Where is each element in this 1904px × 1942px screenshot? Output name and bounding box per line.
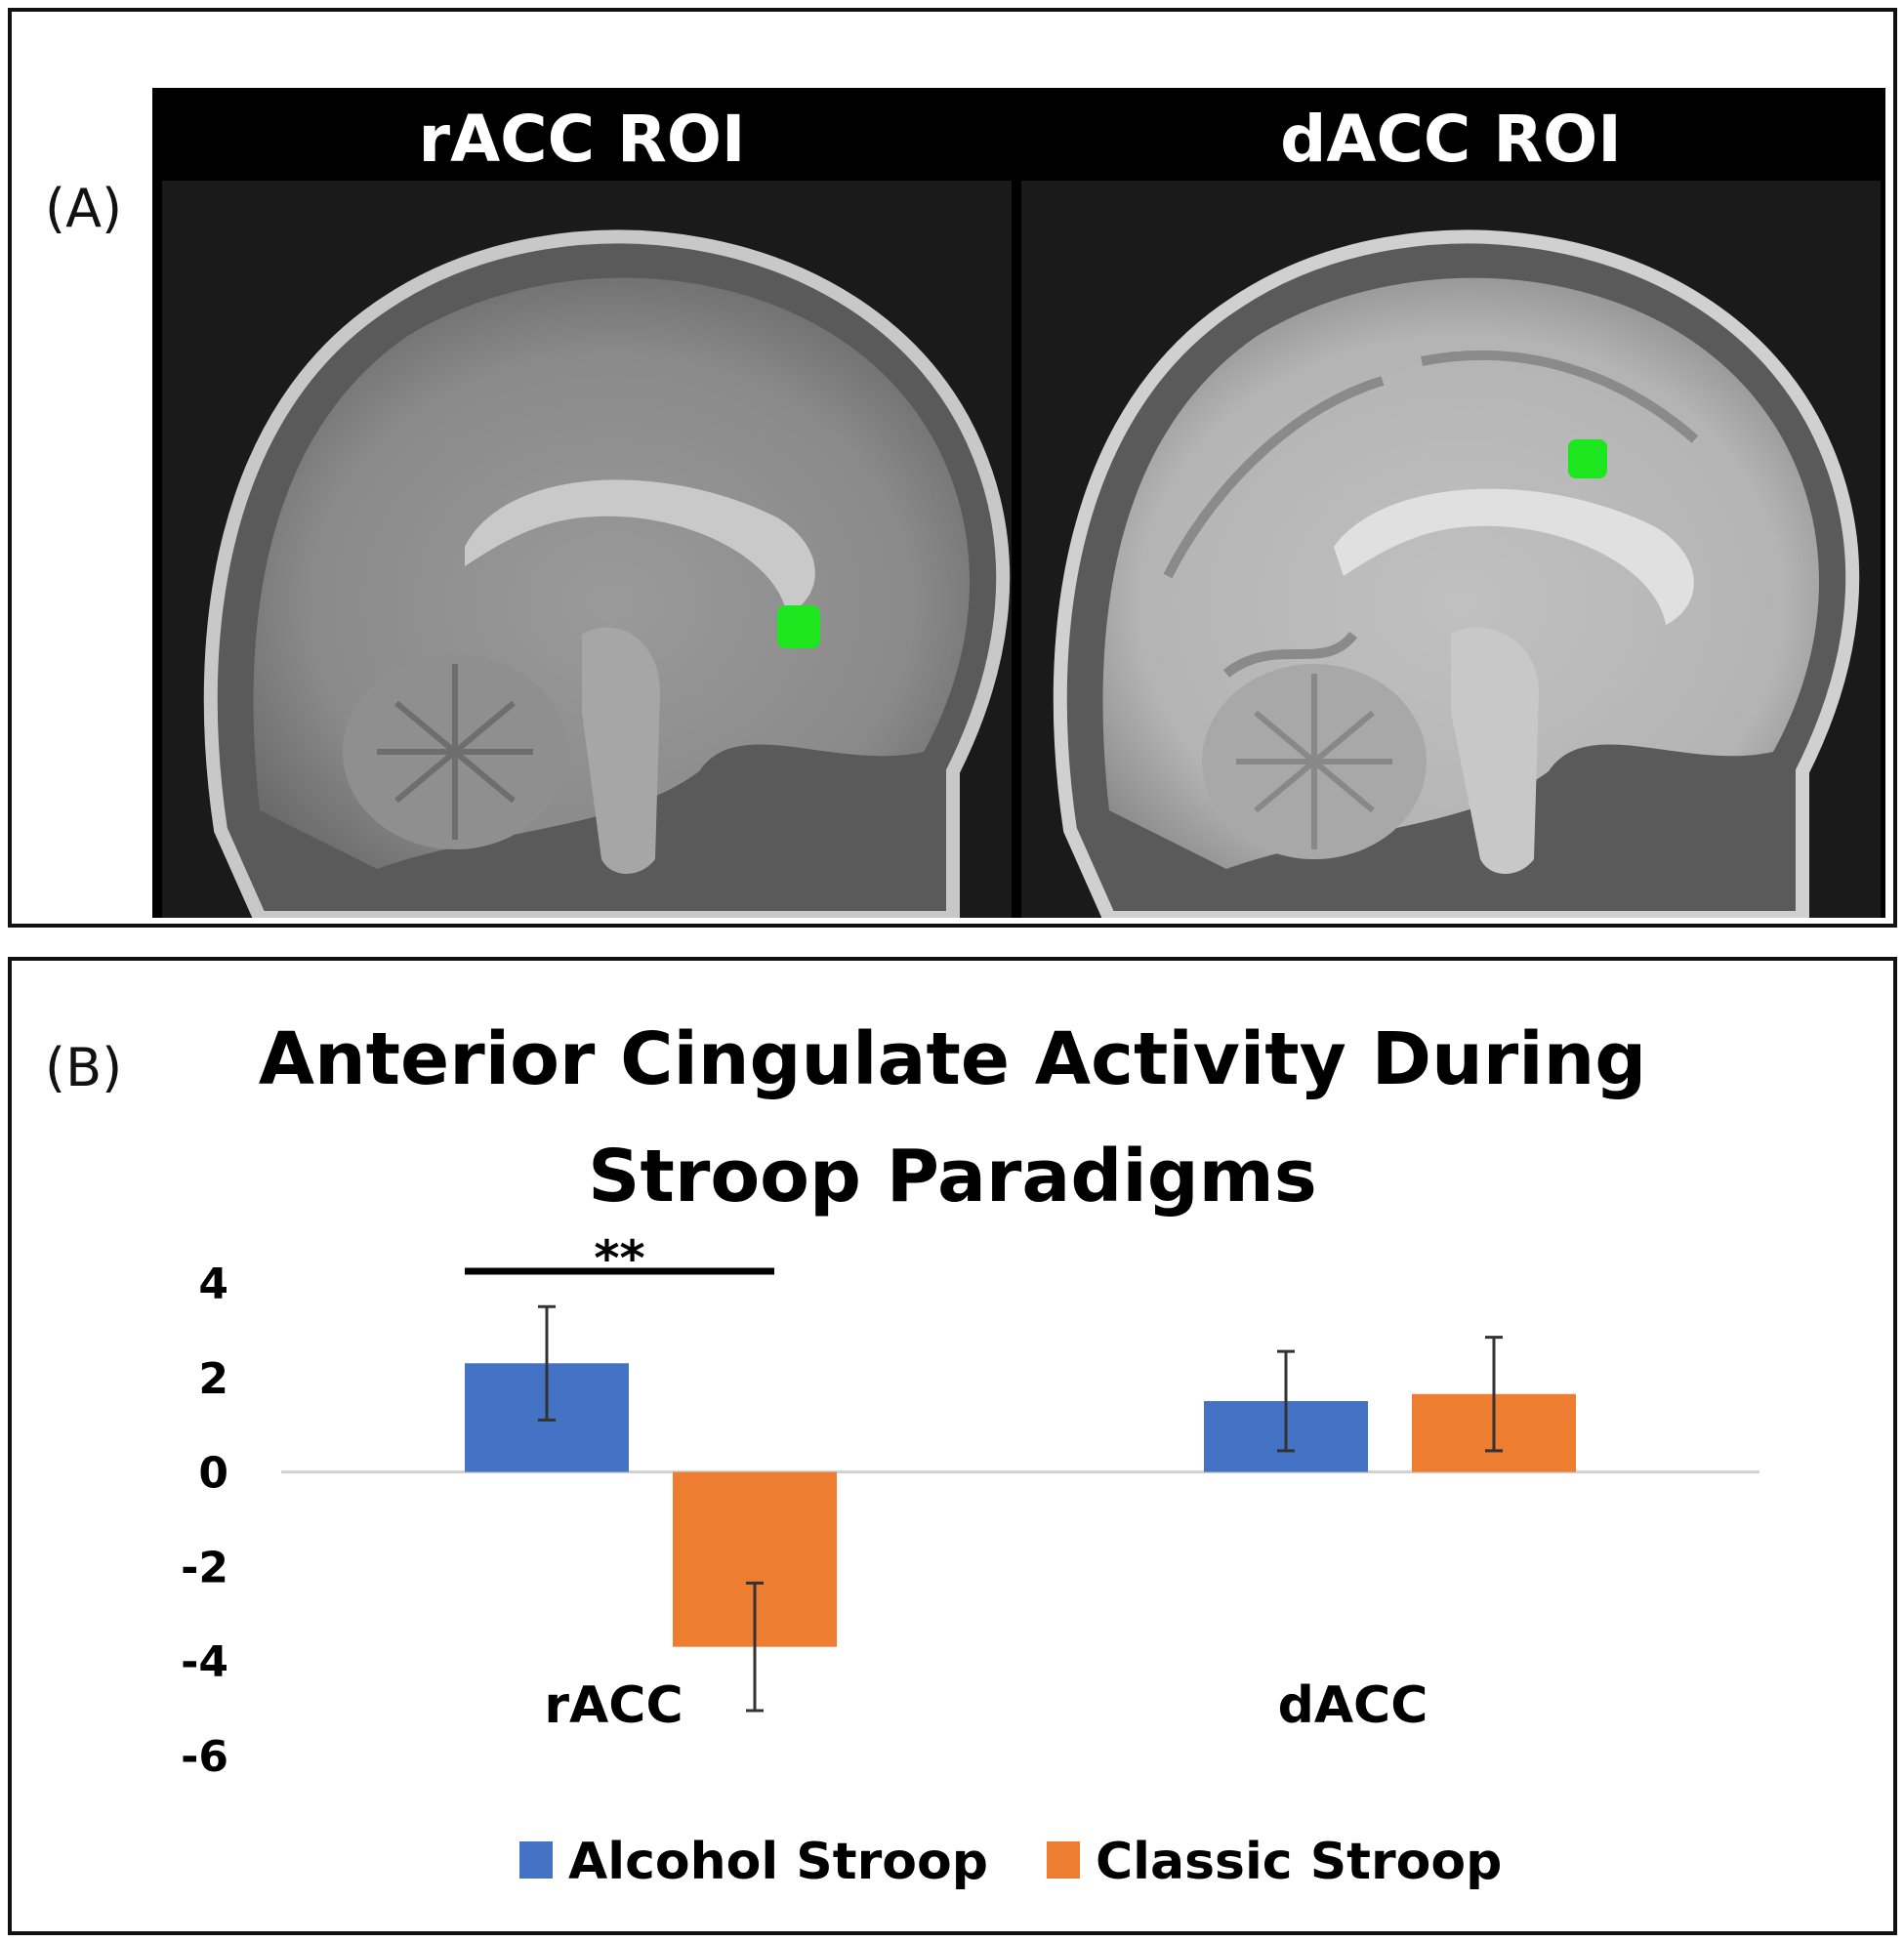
- right-brain-slice: dACC ROI: [1012, 88, 1885, 918]
- racc-roi-title: rACC ROI: [419, 102, 746, 177]
- y-tick-label: 4: [198, 1260, 228, 1309]
- brain-mri-figure: rACC ROI dACC ROI: [152, 88, 1885, 918]
- y-tick-label: -6: [181, 1732, 228, 1782]
- chart-title-line-1: Anterior Cingulate Activity During: [258, 1017, 1647, 1101]
- y-tick-label: -4: [181, 1637, 228, 1687]
- y-tick-label: 2: [198, 1354, 228, 1404]
- legend-swatch: [1047, 1841, 1080, 1879]
- dacc-roi-title: dACC ROI: [1280, 102, 1622, 177]
- panel-a-label: (A): [45, 178, 123, 239]
- left-brain-slice: rACC ROI: [152, 88, 1012, 918]
- legend-label: Classic Stroop: [1096, 1833, 1502, 1891]
- panel-b: (B) Anterior Cingulate Activity During S…: [8, 957, 1897, 1935]
- y-tick-label: -2: [181, 1543, 228, 1592]
- category-label: rACC: [544, 1676, 683, 1735]
- chart-title-line-2: Stroop Paradigms: [588, 1135, 1317, 1219]
- legend-swatch: [519, 1841, 553, 1879]
- dacc-roi-marker: [1568, 439, 1607, 478]
- panel-a: (A): [8, 8, 1897, 928]
- legend-label: Alcohol Stroop: [568, 1833, 988, 1891]
- bar-chart: 4 2 0 -2 -4 -6 rACC dACC ** Alcohol Stroop Classic…: [181, 1230, 1759, 1891]
- category-label: dACC: [1278, 1676, 1428, 1735]
- racc-roi-marker: [777, 605, 820, 648]
- y-tick-label: 0: [198, 1449, 228, 1499]
- significance-marker: **: [594, 1230, 644, 1287]
- panel-b-label: (B): [45, 1037, 123, 1098]
